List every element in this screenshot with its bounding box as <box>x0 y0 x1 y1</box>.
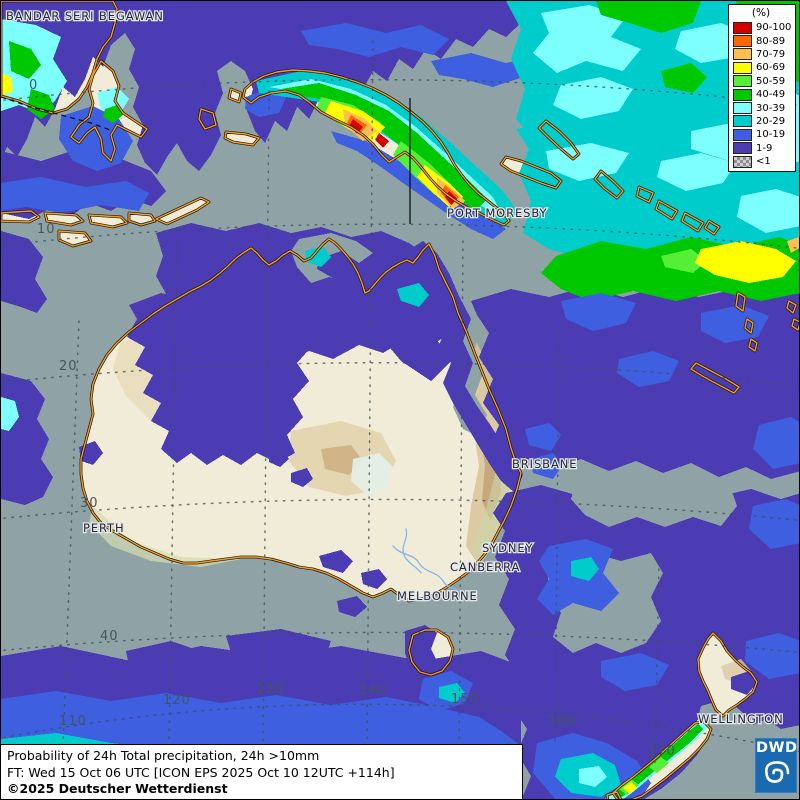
grid-label-0: 0 <box>29 78 38 93</box>
grid-label-20s: 20 <box>59 359 78 374</box>
info-bar: Probability of 24h Total precipitation, … <box>1 744 523 799</box>
forecast-time: FT: Wed 15 Oct 06 UTC [ICON EPS 2025 Oct… <box>7 764 395 780</box>
legend-row: 80-89 <box>733 34 795 48</box>
city-label-perth: PERTH <box>83 521 125 535</box>
legend-swatch-lt1 <box>733 155 752 168</box>
legend-row: <1 <box>733 155 795 168</box>
legend-swatch-90-100 <box>733 21 752 34</box>
border-layer <box>1 96 411 224</box>
city-label-melbourne: MELBOURNE <box>397 589 478 603</box>
legend-row: 40-49 <box>733 88 795 101</box>
legend-swatch-10-19 <box>733 128 752 141</box>
graticule-layer <box>1 40 799 764</box>
grid-label-120e: 120 <box>163 693 191 708</box>
map-title: Probability of 24h Total precipitation, … <box>7 748 320 763</box>
city-label-port-moresby: PORT MORESBY <box>447 206 548 220</box>
dwd-spiral-icon <box>765 761 790 783</box>
legend-swatch-60-69 <box>733 61 752 74</box>
copyright: ©2025 Deutscher Wetterdienst <box>7 781 228 796</box>
legend-swatch-40-49 <box>733 88 752 101</box>
grid-label-130e: 130 <box>256 682 284 697</box>
legend-row: 50-59 <box>733 75 795 88</box>
dwd-logo-text: DWD <box>756 740 798 756</box>
legend-swatch-20-29 <box>733 115 752 128</box>
city-labels: BANDAR SERI BEGAWAN PORT MORESBY BRISBAN… <box>5 8 784 728</box>
grid-label-170e: 170 <box>648 744 676 759</box>
city-label-brisbane: BRISBANE <box>512 457 577 471</box>
legend-title: (%) <box>751 7 771 19</box>
city-label-sydney: SYDNEY <box>482 541 534 555</box>
city-label-canberra: CANBERRA <box>450 560 520 574</box>
grid-label-10s: 10 <box>37 222 56 237</box>
legend-swatch-50-59 <box>733 75 752 88</box>
legend-swatch-80-89 <box>733 35 752 48</box>
city-label-wellington: WELLINGTON <box>698 712 784 726</box>
legend-row: 90-100 <box>733 21 795 34</box>
legend-row: 70-79 <box>733 48 795 61</box>
legend-row: 60-69 <box>733 61 795 74</box>
grid-label-140e: 140 <box>359 683 387 698</box>
legend-row: 1-9 <box>733 142 795 155</box>
grid-label-30s: 30 <box>80 496 99 511</box>
river-layer <box>392 528 464 596</box>
grid-label-40s: 40 <box>100 629 119 644</box>
legend-row: 30-39 <box>733 101 795 115</box>
grid-label-160e: 160 <box>548 714 576 729</box>
legend-row: 10-19 <box>733 128 795 141</box>
legend-row: 20-29 <box>733 115 795 128</box>
dwd-logo: DWD <box>755 738 797 793</box>
grid-labels: 0 10 20 30 40 110 120 130 140 150 160 17… <box>29 78 676 759</box>
legend: (%) 90-100 80-89 70-79 60-69 50-59 40-49… <box>728 4 796 173</box>
grid-label-110e: 110 <box>59 714 87 729</box>
borneo-border <box>1 96 114 132</box>
legend-swatch-70-79 <box>733 48 752 61</box>
city-label-bandar-seri-begawan: BANDAR SERI BEGAWAN <box>6 9 164 23</box>
legend-swatch-1-9 <box>733 142 752 155</box>
legend-swatch-30-39 <box>733 102 752 115</box>
grid-label-150e: 150 <box>451 692 479 707</box>
